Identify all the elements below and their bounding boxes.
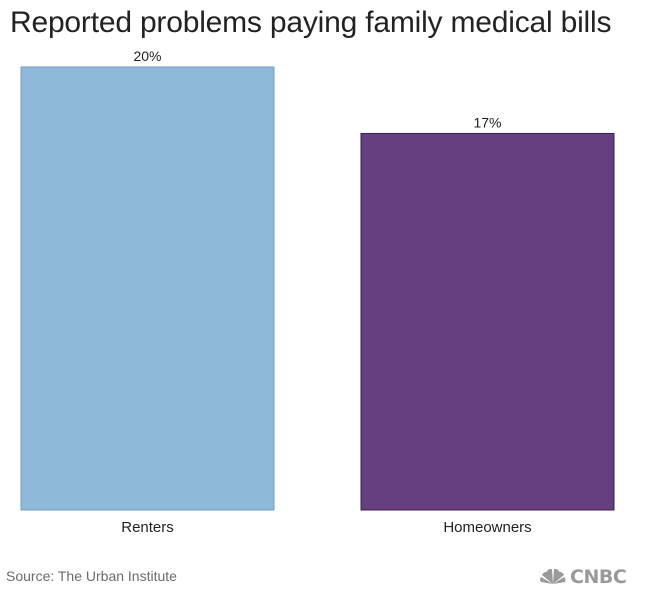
category-label-renters: Renters (121, 519, 174, 536)
nbc-peacock-icon (540, 569, 566, 584)
chart-title: Reported problems paying family medical … (10, 6, 612, 39)
bar-homeowners (360, 132, 615, 511)
cnbc-logo: CNBC (540, 566, 627, 588)
source-note: Source: The Urban Institute (6, 568, 177, 584)
logo-wordmark: CNBC (570, 566, 627, 588)
bar-chart: 20% Renters 17% Homeowners (20, 48, 615, 536)
value-label-homeowners: 17% (473, 114, 501, 130)
value-label-renters: 20% (133, 48, 161, 64)
category-label-homeowners: Homeowners (443, 519, 531, 536)
bar-renters (20, 66, 275, 511)
